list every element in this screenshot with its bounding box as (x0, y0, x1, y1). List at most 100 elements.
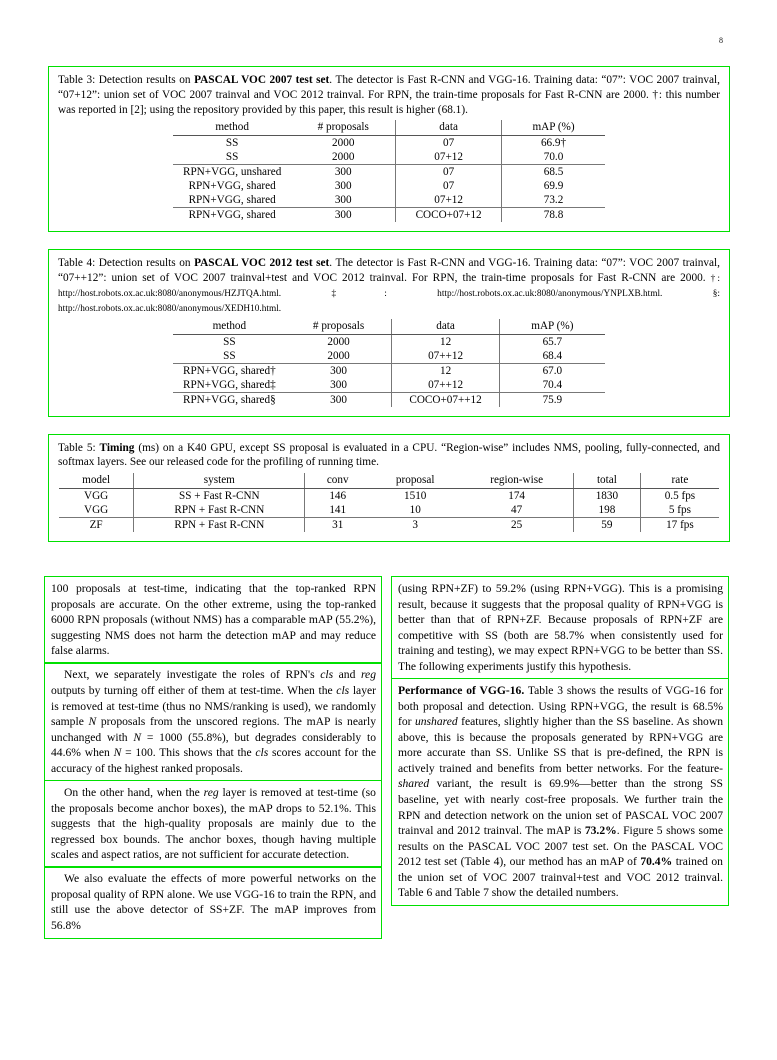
cell-map: 75.9 (498, 391, 605, 407)
cell-data: 07 (395, 179, 502, 194)
cell-total: 59 (572, 517, 641, 533)
page-number: 8 (719, 36, 723, 45)
cell-system: SS + Fast R-CNN (133, 488, 305, 504)
cell-proposal: 1510 (370, 488, 461, 504)
table-row: SS 2000 12 65.7 (173, 333, 605, 349)
cell-method: RPN+VGG, shared (173, 207, 292, 223)
cell-data: 07++12 (391, 348, 500, 364)
cell-conv: 141 (304, 503, 371, 518)
body-columns: 100 proposals at test-time, indicating t… (44, 576, 736, 939)
cell-model: VGG (59, 488, 134, 504)
cell-method: RPN+VGG, shared† (173, 362, 286, 378)
cell-map: 70.0 (501, 150, 605, 165)
cell-model: ZF (59, 517, 134, 533)
cell-proposals: 2000 (327, 349, 350, 362)
cell-proposals: 300 (334, 180, 352, 193)
cell-data: 12 (391, 333, 500, 349)
table-4-col-1: # proposals (285, 318, 392, 335)
table-5-caption: Table 5: Timing (ms) on a K40 GPU, excep… (58, 441, 720, 471)
para-proposals-testtime: 100 proposals at test-time, indicating t… (44, 576, 382, 664)
table-row: RPN+VGG, shared† 300 12 67.0 (173, 362, 605, 378)
cell-conv: 31 (304, 517, 371, 533)
cell-data: 07+12 (395, 150, 502, 165)
table-row: RPN+VGG, shared‡ 300 07++12 70.4 (173, 377, 605, 393)
table-3-caption-prefix: Table 3: Detection results on (58, 74, 195, 86)
cell-method: RPN+VGG, unshared (173, 164, 292, 180)
table-3-col-2: data (395, 120, 502, 137)
table-row: RPN+VGG, unshared 300 07 68.5 (173, 164, 605, 180)
cell-map: 78.8 (501, 207, 605, 223)
cell-data: 07++12 (391, 377, 500, 393)
cell-rate: 5 fps (639, 503, 719, 518)
cell-system: RPN + Fast R-CNN (133, 503, 305, 518)
table-row: RPN+VGG, shared 300 07 69.9 (173, 179, 605, 194)
cell-method: RPN+VGG, shared§ (173, 391, 286, 407)
cell-method: RPN+VGG, shared‡ (183, 378, 276, 391)
table-3-block: Table 3: Detection results on PASCAL VOC… (48, 66, 730, 233)
table-4-caption-prefix: Table 4: Detection results on (58, 257, 195, 270)
table-4-col-2: data (391, 318, 500, 335)
table-3-col-1: # proposals (291, 120, 396, 137)
table-row: SS 2000 07++12 68.4 (173, 348, 605, 364)
cell-proposals: 300 (285, 362, 392, 378)
table-3-col-3: mAP (%) (501, 120, 605, 137)
table-row: model system conv proposal region-wise t… (59, 473, 719, 490)
cell-data: 07 (395, 164, 502, 180)
cell-method: SS (223, 349, 236, 362)
para-reg-removed: On the other hand, when the reg layer is… (44, 779, 382, 868)
cell-map: 66.9† (501, 135, 605, 151)
table-5-col-5: total (572, 473, 641, 490)
cell-total: 1830 (572, 488, 641, 504)
table-row: VGG SS + Fast R-CNN 146 1510 174 1830 0.… (59, 488, 719, 504)
table-4-col-3: mAP (%) (498, 318, 605, 335)
table-5-col-3: proposal (370, 473, 461, 490)
table-row: RPN+VGG, shared 300 07+12 73.2 (173, 193, 605, 208)
table-row: ZF RPN + Fast R-CNN 31 3 25 59 17 fps (59, 517, 719, 533)
table-5-col-6: rate (639, 473, 719, 490)
table-3-caption: Table 3: Detection results on PASCAL VOC… (58, 73, 720, 117)
cell-method: SS (225, 151, 239, 164)
cell-region-wise: 174 (460, 488, 574, 504)
cell-rate: 17 fps (639, 517, 719, 533)
table-5-block: Table 5: Timing (ms) on a K40 GPU, excep… (48, 433, 730, 543)
table-5-col-1: system (133, 473, 305, 490)
table-4-col-0: method (173, 318, 286, 335)
cell-map: 73.2 (501, 193, 605, 208)
cell-map: 65.7 (498, 333, 605, 349)
cell-map: 68.5 (501, 164, 605, 180)
cell-map: 67.0 (498, 362, 605, 378)
cell-region-wise: 47 (511, 504, 523, 517)
table-3-caption-rest: . The detector is Fast R-CNN and VGG-16.… (58, 74, 720, 116)
cell-map: 69.9 (501, 179, 605, 194)
cell-proposals: 300 (330, 378, 347, 391)
table-3-caption-bold: PASCAL VOC 2007 test set (194, 74, 330, 86)
left-column: 100 proposals at test-time, indicating t… (44, 576, 382, 939)
table-row: SS 2000 07 66.9† (173, 135, 605, 151)
table-row: method # proposals data mAP (%) (173, 318, 605, 335)
cell-proposals: 300 (291, 207, 396, 223)
table-row: method # proposals data mAP (%) (173, 120, 605, 137)
cell-data: COCO+07++12 (391, 391, 500, 407)
table-4-caption-rest: . The detector is Fast R-CNN and VGG-16.… (58, 257, 720, 285)
cell-data: 07+12 (395, 193, 502, 208)
cell-proposals: 300 (291, 164, 396, 180)
tables-area: Table 3: Detection results on PASCAL VOC… (48, 66, 730, 559)
cell-method: RPN+VGG, shared (188, 180, 276, 193)
cell-proposal: 3 (370, 517, 461, 533)
cell-proposals: 2000 (291, 135, 396, 151)
para-performance-vgg16: Performance of VGG-16. Table 3 shows the… (391, 677, 729, 907)
para-powerful-networks: We also evaluate the effects of more pow… (44, 866, 382, 939)
table-3-col-0: method (173, 120, 292, 137)
table-4-caption: Table 4: Detection results on PASCAL VOC… (58, 256, 720, 315)
cell-region-wise: 25 (460, 517, 574, 533)
cell-proposals: 300 (285, 391, 392, 407)
cell-map: 70.4 (498, 377, 605, 393)
table-4: method # proposals data mAP (%) SS 2000 … (173, 318, 605, 407)
cell-data: 07 (395, 135, 502, 151)
table-5-col-2: conv (304, 473, 371, 490)
table-5-caption-bold: Timing (99, 441, 135, 454)
table-4-caption-urls: †: http://host.robots.ox.ac.uk:8080/anon… (58, 274, 720, 314)
cell-total: 198 (572, 503, 641, 518)
cell-method: SS (173, 333, 286, 349)
